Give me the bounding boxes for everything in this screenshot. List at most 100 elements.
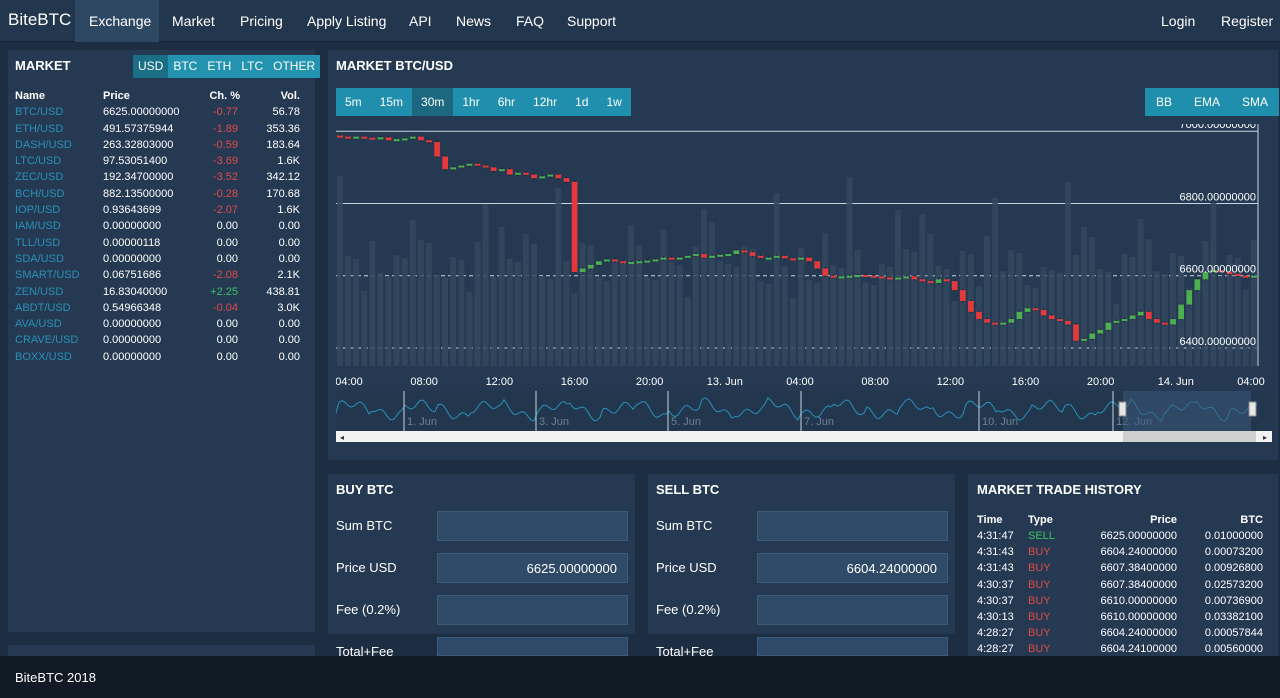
market-row[interactable]: LTC/USD 97.53051400 -3.69 1.6K [8, 153, 308, 169]
candle-body [725, 254, 732, 257]
sell-sum-input[interactable] [757, 511, 948, 541]
sell-total-input[interactable] [757, 637, 948, 656]
market-pair[interactable]: IAM/USD [15, 220, 61, 233]
market-row[interactable]: ABDT/USD 0.54966348 -0.04 3.0K [8, 300, 308, 316]
interval-6hr[interactable]: 6hr [488, 88, 525, 116]
nav-pricing[interactable]: Pricing [240, 13, 283, 29]
market-row[interactable]: DASH/USD 263.32803000 -0.59 183.64 [8, 137, 308, 153]
login-link[interactable]: Login [1161, 13, 1196, 29]
market-row[interactable]: AVA/USD 0.00000000 0.00 0.00 [8, 316, 308, 332]
volume-bar [393, 255, 400, 366]
market-row[interactable]: IAM/USD 0.00000000 0.00 0.00 [8, 218, 308, 234]
volume-bar [595, 278, 602, 366]
candle-body [1073, 324, 1079, 341]
nav-api[interactable]: API [409, 13, 432, 29]
market-row[interactable]: SDA/USD 0.00000000 0.00 0.00 [8, 251, 308, 267]
indicator-sma[interactable]: SMA [1231, 88, 1280, 116]
volume-bar [1072, 255, 1079, 366]
interval-1d[interactable]: 1d [566, 88, 598, 116]
market-pair[interactable]: CRAVE/USD [15, 334, 79, 347]
tab-usd[interactable]: USD [133, 55, 169, 78]
price-axis-label: 6800.00000000 [1180, 191, 1256, 203]
nav-exchange[interactable]: Exchange [75, 0, 159, 42]
tab-ltc[interactable]: LTC [236, 55, 269, 78]
history-row: 4:31:43 BUY 6604.24000000 0.00073200 [975, 544, 1267, 560]
market-row[interactable]: IOP/USD 0.93643699 -2.07 1.6K [8, 202, 308, 218]
tab-other[interactable]: OTHER [268, 55, 321, 78]
buy-fee-input[interactable] [437, 595, 628, 625]
market-pair[interactable]: ETH/USD [15, 122, 64, 135]
candle-body [458, 165, 465, 168]
volume-bar [830, 265, 837, 366]
market-volume: 3.0K [277, 301, 300, 314]
volume-bar [1186, 288, 1193, 366]
register-link[interactable]: Register [1221, 13, 1274, 29]
interval-15m[interactable]: 15m [370, 88, 413, 116]
market-price: 0.00000000 [103, 318, 162, 331]
nav-market[interactable]: Market [172, 13, 215, 29]
market-row[interactable]: TLL/USD 0.00000118 0.00 0.00 [8, 235, 308, 251]
market-pair[interactable]: IOP/USD [15, 204, 61, 217]
market-row[interactable]: ZEC/USD 192.34700000 -3.52 342.12 [8, 169, 308, 185]
market-pair[interactable]: SMART/USD [15, 269, 80, 282]
buy-price-input[interactable] [437, 553, 628, 583]
volume-bar [878, 264, 885, 366]
time-axis-label: 12:00 [486, 376, 514, 388]
market-change: -3.69 [212, 155, 238, 168]
market-row[interactable]: SMART/USD 0.06751686 -2.08 2.1K [8, 267, 308, 283]
market-price: 0.00000000 [103, 350, 162, 363]
tab-eth[interactable]: ETH [202, 55, 237, 78]
market-pair[interactable]: BTC/USD [15, 106, 64, 119]
tab-btc[interactable]: BTC [168, 55, 203, 78]
market-pair[interactable]: BOXX/USD [15, 350, 72, 363]
trade-amount: 0.02573200 [1204, 578, 1263, 591]
market-pair[interactable]: LTC/USD [15, 155, 62, 168]
market-volume: 342.12 [266, 171, 300, 184]
price-chart[interactable]: 7000.00000000 6800.00000000 6600.00000000 6… [336, 124, 1272, 442]
market-row[interactable]: BCH/USD 882.13500000 -0.28 170.68 [8, 186, 308, 202]
market-pair[interactable]: DASH/USD [15, 138, 72, 151]
volume-bar [822, 233, 829, 366]
history-row: 4:31:43 BUY 6607.38400000 0.00926800 [975, 560, 1267, 576]
buy-sum-input[interactable] [437, 511, 628, 541]
interval-buttons: 5m 15m 30m 1hr 6hr 12hr 1d 1w [336, 88, 631, 116]
candle-body [1218, 270, 1225, 273]
interval-30m[interactable]: 30m [412, 88, 454, 116]
nav-support[interactable]: Support [567, 13, 617, 29]
sell-fee-input[interactable] [757, 595, 948, 625]
market-pair[interactable]: ABDT/USD [15, 301, 71, 314]
market-row[interactable]: BTC/USD 6625.00000000 -0.77 56.78 [8, 104, 308, 120]
candle-body [935, 279, 942, 283]
market-pair[interactable]: ZEN/USD [15, 285, 64, 298]
market-row[interactable]: ZEN/USD 16.83040000 +2.25 438.81 [8, 284, 308, 300]
brand-logo[interactable]: BiteBTC [8, 10, 72, 29]
interval-5m[interactable]: 5m [336, 88, 371, 116]
candle-body [1024, 308, 1031, 312]
interval-12hr[interactable]: 12hr [524, 88, 567, 116]
nav-faq[interactable]: FAQ [516, 13, 545, 29]
nav-news[interactable]: News [456, 13, 492, 29]
market-pair[interactable]: SDA/USD [15, 252, 64, 265]
market-row[interactable]: BOXX/USD 0.00000000 0.00 0.00 [8, 349, 308, 365]
volume-bar [466, 292, 473, 366]
sell-price-input[interactable] [757, 553, 948, 583]
indicator-bb[interactable]: BB [1145, 88, 1184, 116]
trade-time: 4:28:27 [977, 627, 1014, 640]
indicator-ema[interactable]: EMA [1183, 88, 1232, 116]
market-row[interactable]: CRAVE/USD 0.00000000 0.00 0.00 [8, 332, 308, 348]
market-pair[interactable]: AVA/USD [15, 318, 62, 331]
interval-1w[interactable]: 1w [597, 88, 631, 116]
volume-bar [895, 210, 901, 366]
market-pair[interactable]: TLL/USD [15, 236, 61, 249]
candle-body [393, 139, 400, 142]
buy-total-input[interactable] [437, 637, 628, 656]
candle-body [442, 156, 449, 170]
volume-bar [579, 243, 586, 366]
market-row[interactable]: ETH/USD 491.57375944 -1.89 353.36 [8, 121, 308, 137]
market-pair[interactable]: BCH/USD [15, 187, 65, 200]
nav-apply-listing[interactable]: Apply Listing [307, 13, 387, 29]
interval-1hr[interactable]: 1hr [453, 88, 489, 116]
buy-total-label: Total+Fee [336, 644, 394, 659]
market-pair[interactable]: ZEC/USD [15, 171, 64, 184]
market-volume: 170.68 [266, 187, 300, 200]
